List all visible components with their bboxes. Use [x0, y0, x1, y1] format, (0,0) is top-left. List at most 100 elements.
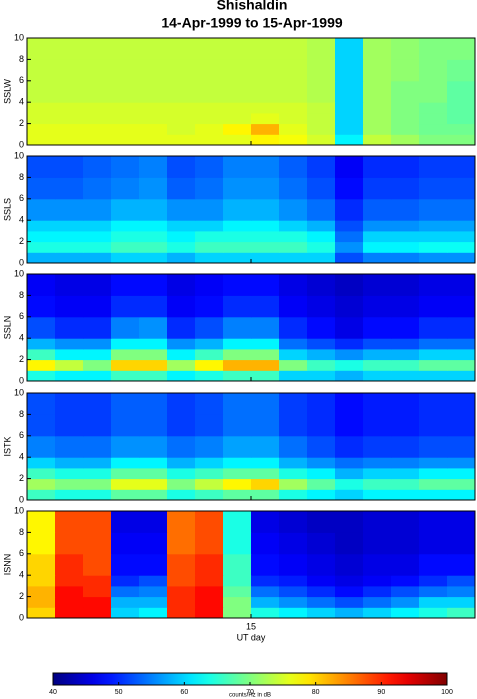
- heat-cell: [55, 198, 84, 221]
- heat-cell: [251, 198, 280, 221]
- heat-cell: [139, 177, 168, 200]
- heat-cell: [447, 359, 476, 371]
- heat-cell: [167, 241, 196, 253]
- heat-cell: [83, 134, 112, 146]
- heat-cell: [55, 370, 84, 382]
- heat-cell: [27, 585, 56, 598]
- heat-cell: [27, 241, 56, 253]
- heat-cell: [195, 274, 224, 296]
- heat-cell: [83, 596, 112, 608]
- heat-cell: [167, 478, 196, 490]
- heat-cell: [55, 38, 84, 60]
- heat-cell: [27, 295, 56, 318]
- heat-cell: [195, 370, 224, 382]
- y-tick-label: 10: [14, 32, 24, 42]
- heat-cell: [279, 393, 308, 415]
- heat-cell: [279, 252, 308, 264]
- heat-cell: [419, 134, 448, 146]
- heat-cell: [307, 607, 336, 619]
- heat-cell: [279, 316, 308, 339]
- heat-cell: [251, 467, 280, 480]
- heat-cell: [55, 102, 84, 114]
- heat-cell: [279, 370, 308, 382]
- heat-cell: [335, 295, 364, 318]
- heat-cell: [83, 102, 112, 114]
- heat-cell: [195, 338, 224, 350]
- heat-cell: [223, 596, 252, 608]
- heat-cell: [139, 532, 168, 555]
- heat-cell: [335, 123, 364, 135]
- heat-cell: [363, 316, 392, 339]
- heat-cell: [27, 511, 56, 533]
- heat-cell: [83, 123, 112, 135]
- heat-cell: [335, 607, 364, 619]
- heat-cell: [223, 393, 252, 415]
- heat-cell: [251, 607, 280, 619]
- heat-cell: [363, 532, 392, 555]
- heat-cell: [167, 532, 196, 555]
- heat-cell: [167, 274, 196, 296]
- heat-cell: [279, 59, 308, 82]
- heat-cell: [27, 478, 56, 490]
- heat-cell: [195, 123, 224, 135]
- heat-cell: [167, 198, 196, 221]
- heat-cell: [111, 585, 140, 598]
- heat-cell: [307, 467, 336, 480]
- heat-cell: [83, 435, 112, 458]
- heat-cell: [55, 511, 84, 533]
- heat-cell: [195, 156, 224, 178]
- heat-cell: [279, 220, 308, 232]
- heat-cell: [27, 112, 56, 125]
- heat-cell: [279, 38, 308, 60]
- heat-cell: [307, 575, 336, 587]
- heat-cell: [363, 177, 392, 200]
- heat-cell: [139, 585, 168, 598]
- heat-cell: [139, 112, 168, 125]
- heat-cell: [335, 359, 364, 371]
- heat-cell: [391, 198, 420, 221]
- heat-cell: [419, 220, 448, 232]
- heat-cell: [391, 102, 420, 114]
- heat-cell: [447, 252, 476, 264]
- heat-cell: [195, 316, 224, 339]
- heat-cell: [447, 393, 476, 415]
- heat-cell: [419, 112, 448, 125]
- heat-cell: [251, 596, 280, 608]
- heat-cell: [363, 220, 392, 232]
- y-tick-label: 10: [14, 387, 24, 397]
- heat-cell: [195, 59, 224, 82]
- heat-cell: [167, 80, 196, 103]
- heat-cell: [251, 553, 280, 576]
- heat-cell: [83, 393, 112, 415]
- heat-cell: [83, 177, 112, 200]
- heat-cell: [363, 467, 392, 480]
- heat-cell: [55, 607, 84, 619]
- heat-cell: [111, 80, 140, 103]
- heat-cell: [223, 177, 252, 200]
- heat-cell: [83, 457, 112, 469]
- heat-cell: [419, 102, 448, 114]
- heat-cell: [195, 38, 224, 60]
- heat-cell: [111, 198, 140, 221]
- heat-cell: [419, 435, 448, 458]
- heat-cell: [419, 532, 448, 555]
- heat-cell: [251, 274, 280, 296]
- heat-cell: [251, 316, 280, 339]
- heat-cell: [363, 457, 392, 469]
- heat-cell: [27, 338, 56, 350]
- heat-cell: [447, 295, 476, 318]
- heat-cell: [307, 435, 336, 458]
- heat-cell: [279, 553, 308, 576]
- heat-cell: [195, 489, 224, 501]
- y-axis-label: SSLW: [2, 79, 12, 104]
- heat-cell: [279, 295, 308, 318]
- heat-cell: [251, 80, 280, 103]
- heat-cell: [391, 414, 420, 437]
- heat-cell: [139, 123, 168, 135]
- heat-cell: [111, 478, 140, 490]
- heat-cell: [391, 553, 420, 576]
- heat-cell: [83, 575, 112, 587]
- heat-cell: [447, 489, 476, 501]
- heat-cell: [447, 511, 476, 533]
- heat-cell: [139, 478, 168, 490]
